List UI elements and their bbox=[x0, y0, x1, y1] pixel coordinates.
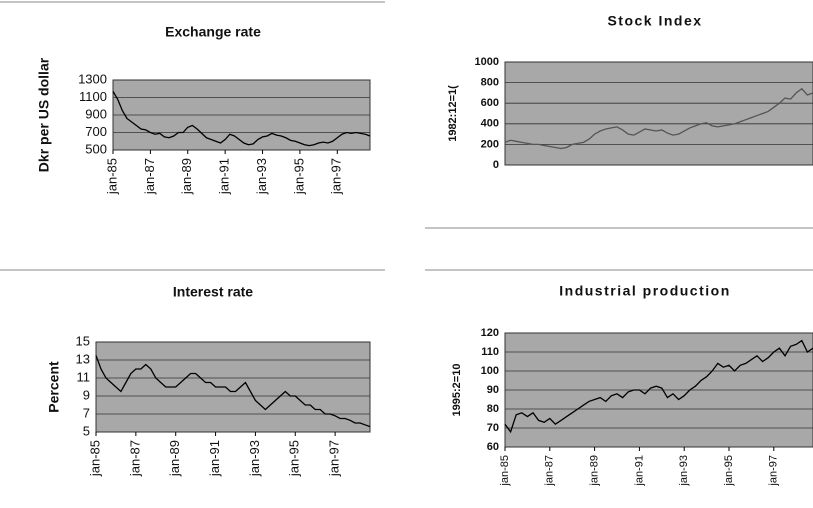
y-tick-label: 120 bbox=[481, 327, 499, 339]
y-tick-label: 7 bbox=[83, 405, 90, 420]
x-tick-label: jan-89 bbox=[589, 455, 601, 487]
x-tick-label: jan-95 bbox=[291, 158, 306, 195]
x-tick-label: jan-97 bbox=[768, 455, 780, 487]
y-tick-label: 0 bbox=[493, 159, 499, 171]
y-tick-label: 90 bbox=[487, 384, 499, 396]
x-tick-label: jan-93 bbox=[678, 455, 690, 487]
x-tick-label: jan-97 bbox=[327, 440, 342, 477]
x-tick-label: jan-97 bbox=[329, 158, 344, 195]
x-tick-label: jan-85 bbox=[499, 455, 511, 487]
x-tick-label: jan-87 bbox=[544, 455, 556, 487]
y-tick-label: 100 bbox=[481, 365, 499, 377]
x-tick-label: jan-87 bbox=[142, 158, 157, 195]
x-tick-label: jan-85 bbox=[104, 158, 119, 195]
data-line bbox=[504, 339, 813, 434]
y-tick-label: 800 bbox=[481, 77, 499, 89]
x-tick-label: jan-91 bbox=[207, 440, 222, 477]
y-axis-label: Percent bbox=[46, 361, 62, 413]
y-tick-label: 11 bbox=[77, 369, 91, 384]
x-tick-label: jan-95 bbox=[723, 455, 735, 487]
data-line bbox=[95, 355, 371, 428]
y-tick-label: 1100 bbox=[79, 89, 107, 104]
x-tick-label: jan-93 bbox=[247, 440, 262, 477]
y-tick-label: 200 bbox=[481, 138, 499, 150]
y-tick-label: 9 bbox=[83, 387, 90, 402]
y-tick-label: 900 bbox=[85, 106, 107, 121]
x-tick-label: jan-87 bbox=[127, 440, 142, 477]
y-axis-label: 1982:12=1( bbox=[447, 85, 459, 142]
x-tick-label: jan-91 bbox=[633, 455, 645, 487]
y-tick-label: 500 bbox=[85, 141, 107, 156]
x-tick-label: jan-93 bbox=[254, 158, 269, 195]
data-line bbox=[112, 91, 371, 147]
chart-title: Industrial production bbox=[559, 283, 731, 299]
y-tick-label: 5 bbox=[83, 423, 90, 438]
chart-title: Interest rate bbox=[173, 284, 253, 300]
y-tick-label: 1300 bbox=[78, 71, 107, 86]
y-tick-label: 110 bbox=[481, 346, 499, 358]
chart-title: Stock Index bbox=[607, 13, 702, 29]
plot-area bbox=[95, 341, 371, 433]
x-tick-label: jan-89 bbox=[179, 158, 194, 195]
plot-area bbox=[504, 61, 813, 166]
y-tick-label: 13 bbox=[76, 351, 90, 366]
y-tick-label: 700 bbox=[85, 124, 107, 139]
y-tick-label: 600 bbox=[481, 97, 499, 109]
y-tick-label: 70 bbox=[487, 422, 499, 434]
y-axis-label: Dkr per US dollar bbox=[36, 57, 52, 172]
chart-title: Exchange rate bbox=[165, 24, 261, 40]
x-tick-label: jan-95 bbox=[287, 440, 302, 477]
x-tick-label: jan-91 bbox=[217, 158, 232, 195]
y-tick-label: 15 bbox=[76, 333, 90, 348]
y-axis-label: 1995:2=10 bbox=[451, 364, 463, 417]
y-tick-label: 400 bbox=[481, 118, 499, 130]
y-tick-label: 80 bbox=[487, 403, 499, 415]
x-tick-label: jan-85 bbox=[87, 440, 102, 477]
x-tick-label: jan-89 bbox=[167, 440, 182, 477]
y-tick-label: 1000 bbox=[475, 56, 499, 68]
y-tick-label: 60 bbox=[487, 441, 499, 453]
data-line bbox=[504, 87, 813, 150]
